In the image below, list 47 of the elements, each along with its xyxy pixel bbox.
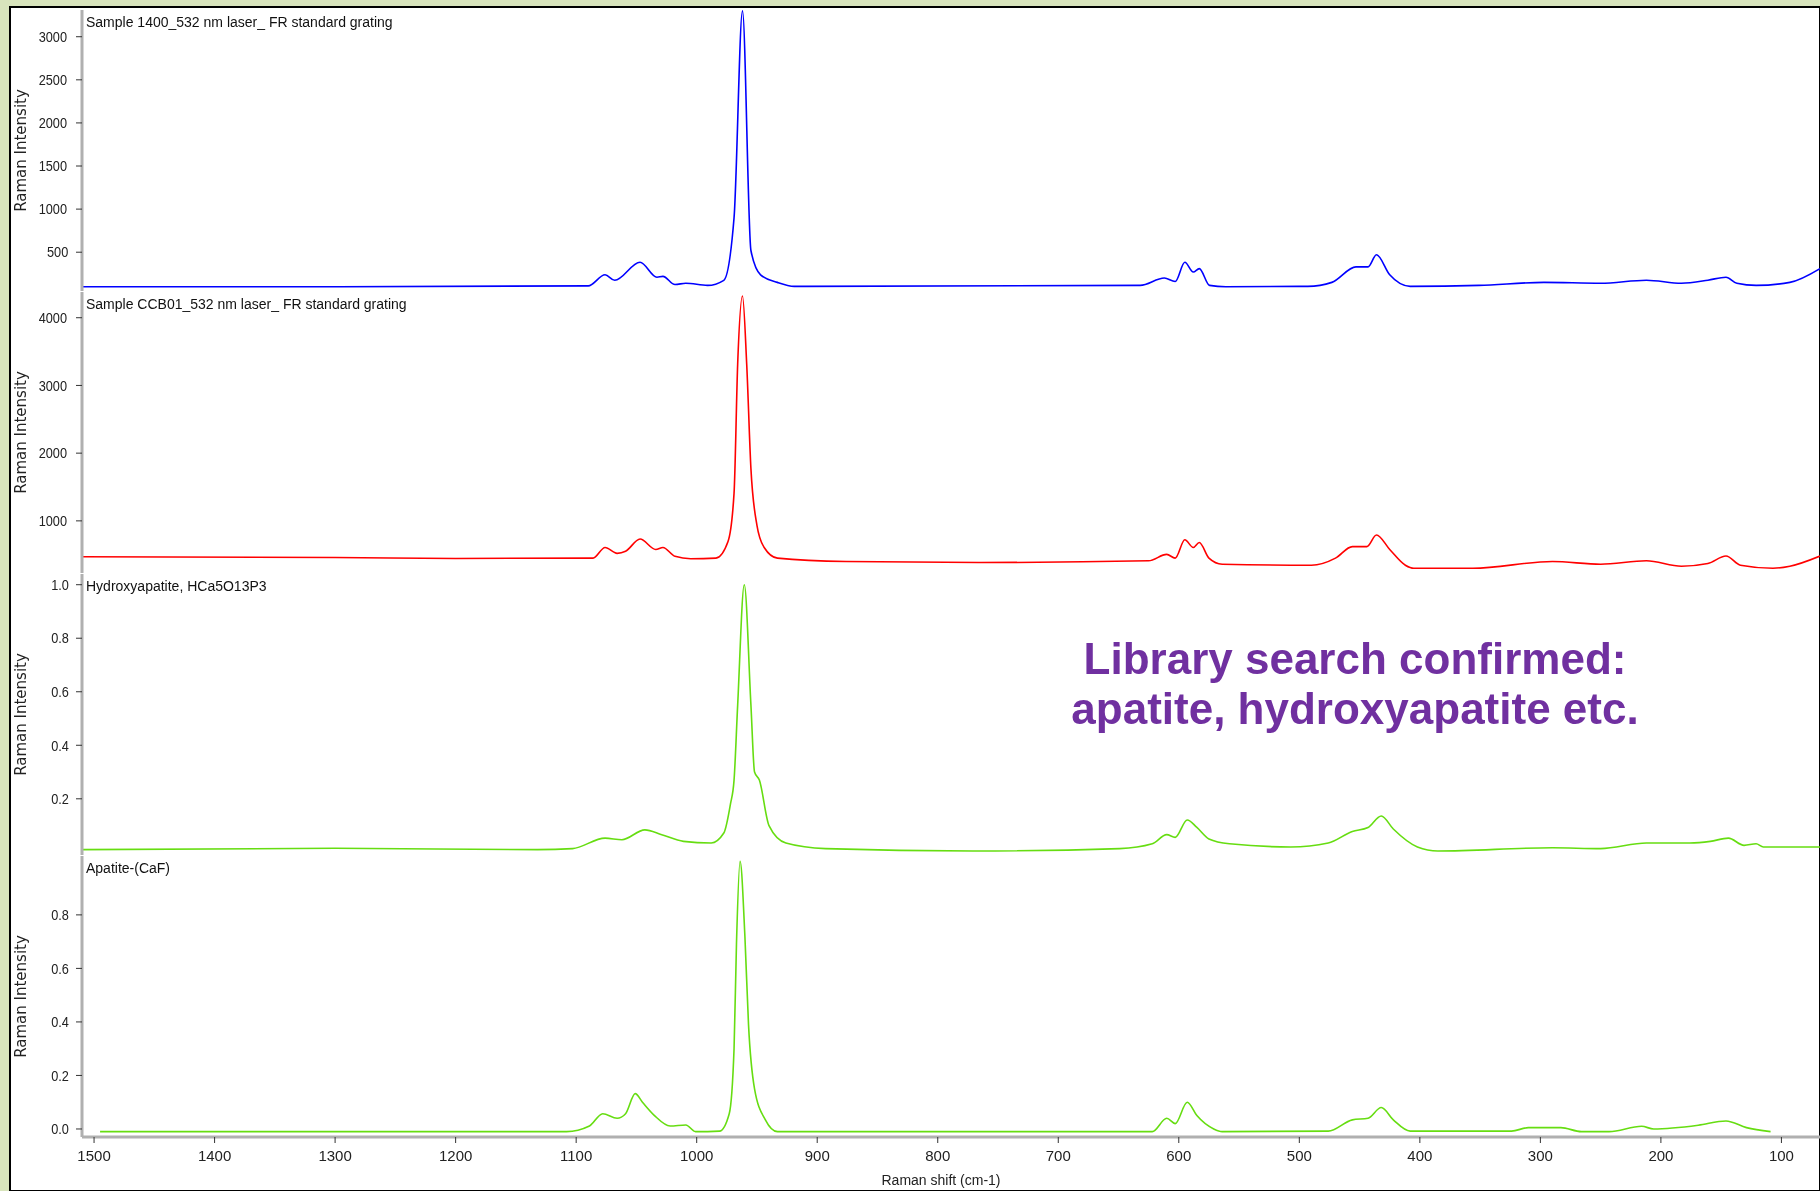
x-tick-label: 900 — [804, 1147, 830, 1164]
line-series — [82, 10, 1820, 288]
y-tick-label: 0.4 — [51, 1013, 70, 1031]
x-tick-label: 1200 — [438, 1147, 473, 1164]
y-tick-label: 0.2 — [51, 790, 70, 808]
y-tick-label: 2000 — [38, 114, 68, 132]
line-series — [82, 295, 1820, 570]
y-tick-label: 0.8 — [51, 629, 70, 647]
x-tick-label: 600 — [1166, 1147, 1192, 1164]
y-tick-label: 0.0 — [51, 1120, 70, 1138]
chart-title: Hydroxyapatite, HCa5O13P3 — [86, 578, 267, 594]
x-tick-label: 100 — [1768, 1147, 1794, 1164]
y-tick-label: 1000 — [38, 512, 68, 530]
y-tick-label: 500 — [47, 243, 69, 261]
y-tick-label: 1.0 — [51, 575, 70, 594]
y-tick-label: 2500 — [38, 71, 68, 89]
x-tick-label: 700 — [1045, 1147, 1071, 1164]
x-tick-label: 400 — [1407, 1147, 1433, 1164]
y-tick-label: 0.4 — [51, 736, 70, 754]
x-tick-label: 1500 — [77, 1147, 111, 1164]
y-axis-title: Raman Intensity — [12, 653, 30, 776]
y-tick-label: 2000 — [38, 444, 68, 462]
x-tick-label: 300 — [1527, 1147, 1553, 1164]
y-axis-title: Raman Intensity — [12, 371, 30, 494]
x-tick-label: 800 — [925, 1147, 951, 1164]
x-tick-label: 1100 — [560, 1147, 593, 1164]
x-axis-title: Raman shift (cm-1) — [881, 1172, 1001, 1188]
y-tick-label: 1500 — [38, 157, 68, 175]
y-tick-label: 3000 — [38, 376, 68, 394]
x-tick-label: 200 — [1648, 1147, 1674, 1164]
y-tick-label: 1000 — [38, 200, 68, 218]
x-tick-label: 500 — [1286, 1147, 1312, 1164]
y-axis-title: Raman Intensity — [12, 935, 30, 1058]
y-axis-title: Raman Intensity — [12, 89, 30, 212]
x-tick-label: 1000 — [680, 1147, 714, 1164]
y-tick-label: 0.6 — [51, 959, 70, 977]
y-tick-label: 0.8 — [51, 906, 70, 924]
y-tick-label: 4000 — [38, 308, 68, 327]
y-tick-label: 3000 — [38, 27, 68, 46]
chart-title: Sample CCB01_532 nm laser_ FR standard grating — [86, 296, 407, 312]
chart-title: Apatite-(CaF) — [86, 860, 171, 876]
y-tick-label: 0.2 — [51, 1066, 70, 1084]
chart-title: Sample 1400_532 nm laser_ FR standard grating — [86, 14, 393, 30]
x-tick-label: 1400 — [197, 1147, 232, 1164]
x-tick-label: 1300 — [318, 1147, 352, 1164]
y-tick-label: 0.6 — [51, 682, 70, 701]
annotation: Library search confirmed: apatite, hydroxyapatite etc. — [1071, 634, 1639, 733]
